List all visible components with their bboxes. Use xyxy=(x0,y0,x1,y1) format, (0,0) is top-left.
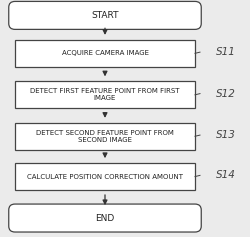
FancyBboxPatch shape xyxy=(9,1,201,29)
Text: S13: S13 xyxy=(216,130,236,140)
Bar xyxy=(15,123,195,150)
Text: START: START xyxy=(91,11,119,20)
Text: DETECT FIRST FEATURE POINT FROM FIRST
IMAGE: DETECT FIRST FEATURE POINT FROM FIRST IM… xyxy=(30,88,180,101)
Bar xyxy=(15,81,195,109)
Text: S14: S14 xyxy=(216,170,236,180)
Text: S11: S11 xyxy=(216,47,236,57)
Text: CALCULATE POSITION CORRECTION AMOUNT: CALCULATE POSITION CORRECTION AMOUNT xyxy=(27,173,183,180)
FancyBboxPatch shape xyxy=(9,204,201,232)
Text: DETECT SECOND FEATURE POINT FROM
SECOND IMAGE: DETECT SECOND FEATURE POINT FROM SECOND … xyxy=(36,130,174,143)
Text: S12: S12 xyxy=(216,89,236,99)
Text: ACQUIRE CAMERA IMAGE: ACQUIRE CAMERA IMAGE xyxy=(62,50,148,56)
Bar xyxy=(15,40,195,67)
Bar xyxy=(15,163,195,190)
Text: END: END xyxy=(96,214,114,223)
